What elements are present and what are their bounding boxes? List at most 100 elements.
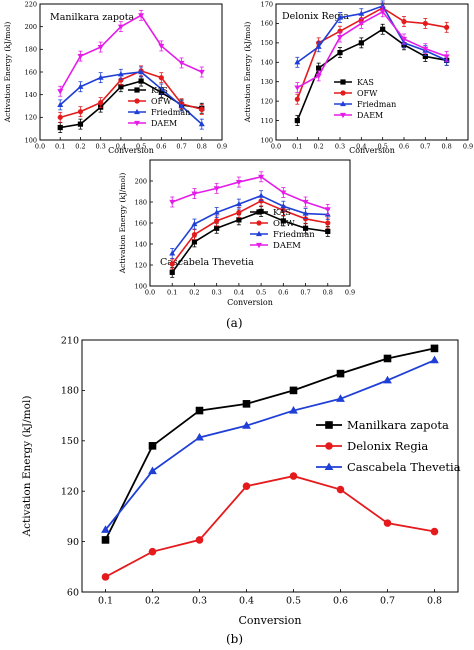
marker-circle <box>77 109 84 115</box>
plot-frame <box>39 3 223 141</box>
marker-circle <box>195 536 204 544</box>
marker-square <box>383 354 392 363</box>
marker-triangle-down <box>324 207 331 213</box>
x-tick-label: 0.3 <box>95 143 105 151</box>
x-axis-label: Conversion <box>227 298 273 307</box>
marker-circle <box>289 472 298 480</box>
y-tick-label: 160 <box>135 219 147 227</box>
marker-circle <box>101 573 110 581</box>
x-tick-label: 0.6 <box>156 143 166 151</box>
x-tick-label: 0.7 <box>176 143 186 151</box>
marker-circle <box>236 209 242 216</box>
legend: KAS OFW Friedman DAEM <box>334 78 396 120</box>
marker-circle <box>325 220 331 226</box>
marker-triangle-down <box>178 60 185 67</box>
x-tick-label: 0.3 <box>211 289 221 297</box>
marker-triangle-up <box>340 100 346 107</box>
y-tick-label: 100 <box>25 136 37 144</box>
y-tick-label: 150 <box>261 39 273 47</box>
marker-triangle-up <box>148 466 157 475</box>
marker-triangle-up <box>315 43 322 49</box>
y-tick-label: 200 <box>25 23 37 31</box>
marker-square <box>430 344 439 353</box>
legend-label: Friedman <box>151 108 190 117</box>
marker-triangle-down <box>337 34 343 41</box>
marker-triangle-down <box>256 242 262 249</box>
series-line <box>296 10 447 89</box>
marker-square <box>138 78 144 84</box>
x-tick-label: 0.5 <box>377 143 387 151</box>
legend-label: Delonix Regia <box>347 439 428 453</box>
legend-label: KAS <box>357 78 374 87</box>
x-tick-label: 0.3 <box>192 596 207 607</box>
x-tick-label: 0.3 <box>335 143 345 151</box>
marker-triangle-down <box>198 69 205 76</box>
marker-triangle-up <box>324 462 334 471</box>
legend: Manilkara zapota Delonix Regia Cascabela T… <box>316 418 461 474</box>
x-tick-label: 0.5 <box>286 596 301 607</box>
marker-circle <box>430 527 439 536</box>
marker-square <box>358 40 364 46</box>
series-line <box>59 14 203 92</box>
marker-triangle-down <box>97 44 104 51</box>
marker-triangle-up <box>178 102 185 109</box>
marker-triangle-down <box>294 85 301 91</box>
y-tick-label: 140 <box>25 91 37 99</box>
legend-label: Cascabela Thevetia <box>347 460 461 474</box>
marker-square <box>337 49 343 56</box>
x-tick-label: 0.8 <box>197 143 207 151</box>
series-line <box>105 475 435 578</box>
x-tick-label: 0.8 <box>323 289 333 297</box>
series-line <box>104 347 435 541</box>
marker-triangle-down <box>258 174 265 180</box>
y-tick-label: 120 <box>261 97 273 105</box>
marker-triangle-up <box>158 85 165 92</box>
marker-triangle-down <box>169 199 176 206</box>
chart-title: Manilkara zapota <box>50 12 135 23</box>
series-delonix-regia <box>101 472 439 581</box>
x-tick-label: 0.6 <box>278 289 288 297</box>
y-tick-label: 160 <box>261 20 273 28</box>
x-tick-label: 0.0 <box>271 143 281 151</box>
y-axis-label: Activation Energy (kJ/mol) <box>3 22 12 124</box>
series-cascabela-thevetia <box>101 355 439 533</box>
marker-circle <box>383 519 392 527</box>
marker-triangle-down <box>134 120 140 127</box>
legend-label: KAS <box>273 208 291 218</box>
marker-triangle-down <box>117 24 124 30</box>
marker-circle <box>325 442 333 450</box>
marker-square <box>325 421 333 429</box>
marker-triangle-down <box>422 46 429 52</box>
marker-square <box>302 225 309 231</box>
x-tick-label: 0.1 <box>167 289 177 297</box>
marker-circle <box>118 77 124 83</box>
chart-panel-4: 0.1 0.2 0.3 0.4 0.5 0.6 0.7 0.8 60 90 120 150 180 210… <box>21 335 461 627</box>
y-tick-label: 120 <box>135 261 147 269</box>
marker-triangle-down <box>77 54 84 60</box>
y-tick-label: 170 <box>261 0 273 8</box>
x-tick-label: 0.1 <box>98 596 113 607</box>
x-tick-label: 0.7 <box>300 289 310 297</box>
x-tick-label: 0.2 <box>313 143 323 151</box>
series-line <box>296 4 447 63</box>
x-tick-label: 0.1 <box>292 143 302 151</box>
legend-label: Friedman <box>357 100 396 109</box>
y-tick-label: 140 <box>135 240 147 248</box>
marker-triangle-up <box>430 355 439 364</box>
x-tick-label: 0.2 <box>145 596 160 607</box>
x-tick-label: 0.9 <box>217 143 227 151</box>
marker-square <box>294 117 300 124</box>
marker-circle <box>444 24 450 30</box>
marker-triangle-up <box>134 108 140 115</box>
chart-panel-3: 0.0 0.1 0.2 0.3 0.4 0.5 0.6 0.7 0.8 0.9 100 120 140 1… <box>118 159 355 307</box>
series-line <box>104 359 435 531</box>
series-friedman <box>57 66 205 130</box>
chart-panel-2: 0.0 0.1 0.2 0.3 0.4 0.5 0.6 0.7 0.8 0.9 100 110 120 1… <box>243 0 473 155</box>
y-axis-label: Activation Energy (kJ/mol) <box>21 396 33 538</box>
legend-label: KAS <box>151 86 168 95</box>
x-tick-label: 0.4 <box>116 143 126 151</box>
marker-triangle-up <box>97 74 104 80</box>
marker-square <box>77 121 84 127</box>
y-tick-label: 180 <box>61 386 79 397</box>
y-tick-label: 60 <box>67 587 79 598</box>
